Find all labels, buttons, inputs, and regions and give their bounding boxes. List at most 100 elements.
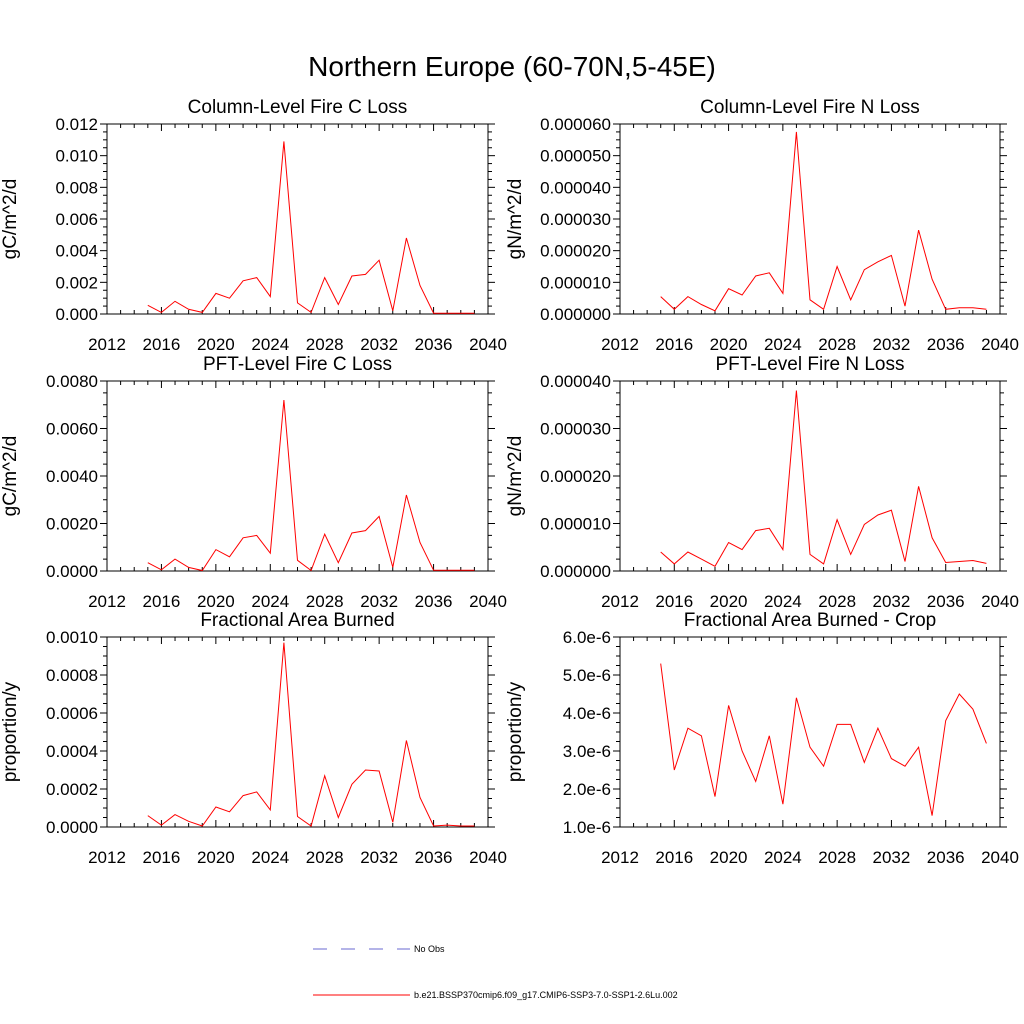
x-tick-label: 2040 xyxy=(981,848,1019,867)
y-axis-label: gN/m^2/d xyxy=(505,436,526,517)
x-tick-label: 2036 xyxy=(415,592,453,611)
y-axis-label: proportion/y xyxy=(505,681,526,782)
y-tick-label: 3.0e-6 xyxy=(563,742,611,761)
y-tick-label: 0.000040 xyxy=(540,372,611,391)
y-tick-label: 0.000060 xyxy=(540,115,611,134)
y-tick-label: 0.012 xyxy=(55,115,98,134)
plot-frame xyxy=(619,380,1001,572)
plot-frame xyxy=(106,380,489,572)
x-tick-label: 2024 xyxy=(764,848,802,867)
x-tick-label: 2036 xyxy=(927,335,965,354)
series-line-1 xyxy=(147,141,475,314)
y-tick-label: 0.0000 xyxy=(46,818,98,837)
figure-title: Northern Europe (60-70N,5-45E) xyxy=(308,51,716,82)
y-tick-label: 0.000030 xyxy=(540,420,611,439)
panel-title: Fractional Area Burned - Crop xyxy=(684,610,936,631)
chart-panel-4: 2012 2016 2020 2024 2028 2032 2036 2040 0.000000… xyxy=(505,354,1019,611)
x-tick-label: 2012 xyxy=(601,335,639,354)
x-tick-label: 2024 xyxy=(251,592,289,611)
y-axis-label: gC/m^2/d xyxy=(0,179,21,260)
chart-panel-3: 2012 2016 2020 2024 2028 2032 2036 2040 0.0000 0.… xyxy=(0,354,507,611)
panel-title: PFT-Level Fire C Loss xyxy=(203,354,392,375)
y-axis-label: gN/m^2/d xyxy=(505,179,526,260)
x-tick-label: 2020 xyxy=(197,592,235,611)
series-line-1 xyxy=(660,663,987,816)
y-tick-label: 6.0e-6 xyxy=(563,628,611,647)
panel-title: Fractional Area Burned xyxy=(200,610,394,631)
x-tick-label: 2020 xyxy=(710,592,748,611)
y-tick-label: 0.0002 xyxy=(46,780,98,799)
legend-no-obs-label: No Obs xyxy=(414,944,445,954)
y-tick-label: 0.010 xyxy=(55,147,98,166)
y-axis-label: gC/m^2/d xyxy=(0,436,21,517)
y-tick-label: 0.000050 xyxy=(540,147,611,166)
y-tick-label: 0.0080 xyxy=(46,372,98,391)
x-tick-label: 2028 xyxy=(818,592,856,611)
y-tick-label: 0.0060 xyxy=(46,420,98,439)
x-tick-label: 2040 xyxy=(981,592,1019,611)
y-tick-label: 0.008 xyxy=(55,178,98,197)
y-tick-label: 0.0004 xyxy=(46,742,98,761)
x-tick-label: 2020 xyxy=(197,335,235,354)
plot-frame xyxy=(619,636,1001,828)
x-tick-label: 2032 xyxy=(873,592,911,611)
y-tick-label: 0.000000 xyxy=(540,562,611,581)
legend: No Obs b.e21.BSSP370cmip6.f09_g17.CMIP6-… xyxy=(313,944,678,1000)
panels-group: 2012 2016 2020 2024 2028 2032 2036 2040 0.000 0.0… xyxy=(0,97,1019,867)
x-tick-label: 2012 xyxy=(88,335,126,354)
chart-panel-2: 2012 2016 2020 2024 2028 2032 2036 2040 0.000000… xyxy=(505,97,1019,354)
x-tick-label: 2024 xyxy=(251,335,289,354)
y-tick-label: 0.002 xyxy=(55,273,98,292)
y-tick-label: 0.000000 xyxy=(540,305,611,324)
x-tick-label: 2012 xyxy=(88,848,126,867)
x-tick-label: 2024 xyxy=(764,592,802,611)
y-tick-label: 0.000020 xyxy=(540,242,611,261)
x-tick-label: 2028 xyxy=(818,335,856,354)
x-tick-label: 2020 xyxy=(197,848,235,867)
y-tick-label: 0.000 xyxy=(55,305,98,324)
x-tick-label: 2020 xyxy=(710,848,748,867)
x-tick-label: 2016 xyxy=(143,592,181,611)
legend-run-label: b.e21.BSSP370cmip6.f09_g17.CMIP6-SSP3-7.… xyxy=(414,990,678,1000)
x-tick-label: 2028 xyxy=(306,848,344,867)
y-tick-label: 0.000020 xyxy=(540,467,611,486)
plot-frame xyxy=(106,636,489,828)
y-tick-label: 0.000030 xyxy=(540,210,611,229)
plot-frame xyxy=(106,123,489,315)
chart-panel-1: 2012 2016 2020 2024 2028 2032 2036 2040 0.000 0.0… xyxy=(0,97,507,354)
chart-panel-6: 2012 2016 2020 2024 2028 2032 2036 2040 1.0e-6 2.… xyxy=(505,610,1019,867)
x-tick-label: 2016 xyxy=(655,848,693,867)
series-line-1 xyxy=(660,131,987,312)
y-tick-label: 0.0010 xyxy=(46,628,98,647)
panel-title: Column-Level Fire N Loss xyxy=(700,97,920,118)
x-tick-label: 2024 xyxy=(251,848,289,867)
x-tick-label: 2032 xyxy=(360,848,398,867)
x-tick-label: 2032 xyxy=(873,335,911,354)
x-tick-label: 2012 xyxy=(601,848,639,867)
y-tick-label: 0.0040 xyxy=(46,467,98,486)
x-tick-label: 2012 xyxy=(601,592,639,611)
panel-title: PFT-Level Fire N Loss xyxy=(716,354,905,375)
x-tick-label: 2040 xyxy=(469,335,507,354)
x-tick-label: 2036 xyxy=(927,848,965,867)
plot-frame xyxy=(619,123,1001,315)
x-tick-label: 2028 xyxy=(818,848,856,867)
y-tick-label: 0.0006 xyxy=(46,704,98,723)
y-tick-label: 0.000040 xyxy=(540,178,611,197)
x-tick-label: 2040 xyxy=(981,335,1019,354)
x-tick-label: 2012 xyxy=(88,592,126,611)
x-tick-label: 2040 xyxy=(469,848,507,867)
y-tick-label: 0.0008 xyxy=(46,666,98,685)
x-tick-label: 2024 xyxy=(764,335,802,354)
x-tick-label: 2032 xyxy=(360,335,398,354)
panel-title: Column-Level Fire C Loss xyxy=(188,97,408,118)
y-tick-label: 0.0000 xyxy=(46,562,98,581)
x-tick-label: 2032 xyxy=(873,848,911,867)
x-tick-label: 2020 xyxy=(710,335,748,354)
series-line-1 xyxy=(660,390,987,567)
y-axis-label: proportion/y xyxy=(0,681,21,782)
y-tick-label: 0.000010 xyxy=(540,515,611,534)
y-tick-label: 5.0e-6 xyxy=(563,666,611,685)
y-tick-label: 0.000010 xyxy=(540,273,611,292)
